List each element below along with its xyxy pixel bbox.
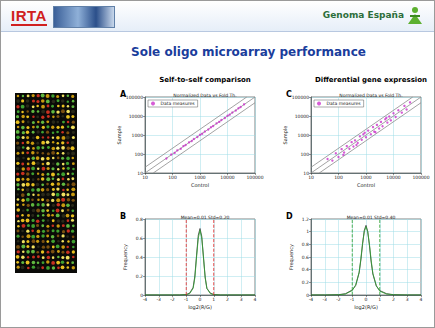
svg-text:log2(R/G): log2(R/G) — [354, 304, 378, 311]
svg-text:Control: Control — [191, 182, 209, 188]
svg-text:4: 4 — [254, 297, 257, 302]
svg-text:10: 10 — [142, 175, 148, 180]
svg-text:10000: 10000 — [386, 175, 400, 180]
svg-text:2: 2 — [392, 297, 395, 302]
svg-text:10000: 10000 — [129, 114, 143, 119]
svg-text:100: 100 — [300, 152, 309, 157]
svg-text:-3: -3 — [323, 297, 328, 302]
svg-text:1: 1 — [378, 297, 381, 302]
svg-text:Normalized Data vs Fold Th.: Normalized Data vs Fold Th. — [339, 93, 402, 98]
svg-text:1: 1 — [306, 229, 309, 234]
svg-text:4: 4 — [420, 297, 423, 302]
svg-text:0: 0 — [365, 297, 368, 302]
svg-text:-1: -1 — [350, 297, 355, 302]
svg-text:-4: -4 — [309, 297, 314, 302]
svg-text:0.8: 0.8 — [302, 242, 309, 247]
svg-text:100000: 100000 — [246, 175, 263, 180]
svg-text:Differential gene expression: Differential gene expression — [315, 76, 427, 84]
svg-text:0.2: 0.2 — [136, 274, 143, 279]
svg-text:1000: 1000 — [360, 175, 372, 180]
svg-text:A: A — [120, 90, 127, 99]
svg-text:0: 0 — [140, 292, 143, 298]
svg-text:-2: -2 — [336, 297, 341, 302]
svg-text:0.4: 0.4 — [302, 267, 309, 272]
svg-text:Mean=0.01 Std=0.40: Mean=0.01 Std=0.40 — [347, 215, 396, 220]
svg-text:-4: -4 — [143, 297, 148, 302]
svg-text:0.8: 0.8 — [136, 217, 143, 222]
svg-text:-1: -1 — [184, 297, 189, 302]
svg-text:Frequency: Frequency — [122, 244, 129, 270]
html-text:IRTA: IRTA — [11, 7, 47, 24]
svg-text:1000: 1000 — [194, 175, 206, 180]
svg-text:0: 0 — [306, 292, 309, 298]
svg-text:3: 3 — [406, 297, 409, 302]
svg-text:0.6: 0.6 — [302, 255, 309, 260]
svg-text:0.2: 0.2 — [302, 280, 309, 285]
svg-text:1.2: 1.2 — [302, 217, 309, 222]
svg-text:B: B — [120, 212, 126, 221]
svg-text:100000: 100000 — [412, 175, 429, 180]
svg-text:10: 10 — [137, 170, 143, 176]
svg-text:Data measures: Data measures — [327, 101, 362, 106]
html-text:Sole oligo microarray performa: Sole oligo microarray performance — [131, 45, 366, 59]
svg-text:Control: Control — [357, 182, 375, 188]
svg-text:-2: -2 — [170, 297, 175, 302]
svg-text:10000: 10000 — [220, 175, 234, 180]
svg-text:2: 2 — [226, 297, 229, 302]
svg-text:1000: 1000 — [298, 133, 310, 138]
svg-text:0.6: 0.6 — [136, 236, 143, 241]
svg-text:Normalized Data vs Fold Th.: Normalized Data vs Fold Th. — [173, 93, 236, 98]
svg-text:100: 100 — [134, 152, 143, 157]
svg-text:Sample: Sample — [282, 126, 289, 145]
svg-text:0.4: 0.4 — [136, 255, 143, 260]
svg-text:Self-to-self comparison: Self-to-self comparison — [159, 76, 251, 84]
svg-text:Data measures: Data measures — [161, 101, 196, 106]
svg-text:log2(R/G): log2(R/G) — [188, 304, 212, 311]
svg-text:100: 100 — [334, 175, 343, 180]
svg-text:3: 3 — [240, 297, 243, 302]
svg-text:100000: 100000 — [292, 95, 309, 100]
svg-text:Mean=0.01 Std=0.20: Mean=0.01 Std=0.20 — [181, 215, 230, 220]
svg-text:1: 1 — [212, 297, 215, 302]
svg-text:10: 10 — [308, 175, 314, 180]
svg-text:10: 10 — [303, 170, 309, 176]
svg-text:Sample: Sample — [116, 126, 123, 145]
svg-text:100: 100 — [168, 175, 177, 180]
svg-text:D: D — [286, 212, 293, 221]
svg-text:0: 0 — [199, 297, 202, 302]
svg-text:100000: 100000 — [126, 95, 143, 100]
svg-text:C: C — [286, 90, 292, 99]
html-text:Genoma España: Genoma España — [322, 10, 404, 20]
svg-text:-3: -3 — [157, 297, 162, 302]
svg-text:10000: 10000 — [295, 114, 309, 119]
svg-text:Frequency: Frequency — [288, 244, 295, 270]
svg-text:1000: 1000 — [132, 133, 144, 138]
